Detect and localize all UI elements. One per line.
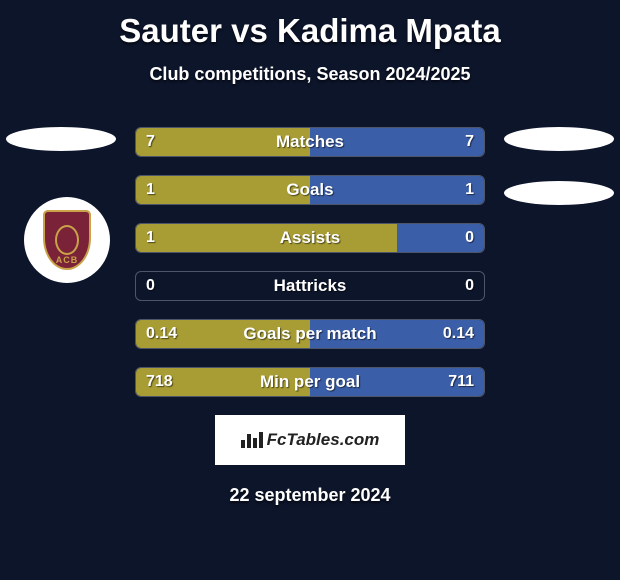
stat-value-right: 7 (465, 128, 474, 156)
brand-tag: FcTables.com (215, 415, 405, 465)
brand-text: FcTables.com (267, 430, 380, 450)
stat-row: 0 0Hattricks (135, 271, 485, 301)
club-shield-initials: ACB (45, 255, 89, 265)
stat-value-left: 718 (146, 368, 173, 396)
bar-left-fill (136, 128, 310, 156)
subtitle: Club competitions, Season 2024/2025 (0, 64, 620, 85)
stat-bars: 77Matches11Goals10Assists00Hattricks0.14… (135, 127, 485, 397)
stat-row: 0.140.14Goals per match (135, 319, 485, 349)
bar-left-fill (136, 176, 310, 204)
stat-value-left: 7 (146, 128, 155, 156)
club-shield: ACB (43, 210, 91, 270)
comparison-area: ACB 77Matches11Goals10Assists00Hattricks… (0, 127, 620, 397)
player1-photo-placeholder (6, 127, 116, 151)
player2-photo-placeholder (504, 127, 614, 151)
stat-row: 718711Min per goal (135, 367, 485, 397)
bar-right-fill (310, 176, 484, 204)
title: Sauter vs Kadima Mpata (0, 12, 620, 50)
stat-row: 11Goals (135, 175, 485, 205)
stat-value-left: 1 (146, 224, 155, 252)
stat-value-right: 711 (448, 368, 474, 396)
stat-value-left: 1 (146, 176, 155, 204)
stat-value-right: 1 (465, 176, 474, 204)
player2-club-placeholder (504, 181, 614, 205)
stat-row: 10Assists (135, 223, 485, 253)
club-shield-inner (55, 225, 79, 255)
stat-value-right: 0.14 (443, 320, 474, 348)
bar-right-fill (310, 128, 484, 156)
player1-club-badge: ACB (24, 197, 110, 283)
date: 22 september 2024 (0, 485, 620, 506)
stat-value-right: 0 (465, 224, 474, 252)
stat-label: Hattricks (136, 272, 484, 300)
stat-value-left: 0.14 (146, 320, 177, 348)
bar-chart-icon (241, 432, 263, 448)
stat-value-left: 0 (146, 272, 155, 300)
bar-left-fill (136, 224, 397, 252)
stat-value-right: 0 (465, 272, 474, 300)
stat-row: 77Matches (135, 127, 485, 157)
